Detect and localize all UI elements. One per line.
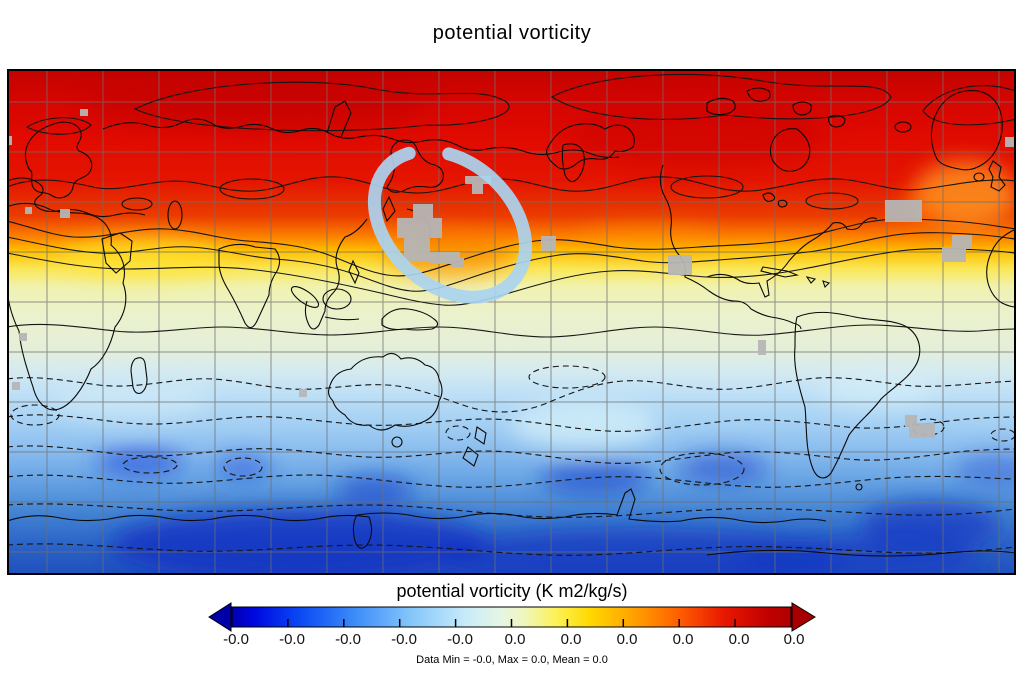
map-canvas — [7, 69, 1016, 575]
colorbar-tick-label: 0.0 — [560, 631, 582, 648]
colorbar — [208, 602, 816, 632]
colorbar-ticks — [287, 619, 736, 627]
contours-dashed — [7, 365, 1016, 556]
contours-solid — [7, 73, 1016, 338]
coastlines — [7, 87, 1016, 557]
colorbar-tick-label: 0.0 — [672, 631, 694, 648]
colorbar-tick-label: -0.0 — [335, 631, 361, 648]
annotation-ellipse — [367, 144, 533, 304]
colorbar-tick-label: -0.0 — [279, 631, 305, 648]
colorbar-tick-label: -0.0 — [391, 631, 417, 648]
colorbar-tick-label: -0.0 — [223, 631, 249, 648]
pv-field — [7, 69, 1016, 575]
colorbar-title: potential vorticity (K m2/kg/s) — [396, 581, 628, 601]
colorbar-tick-label: 0.0 — [783, 631, 805, 648]
right-arrow-icon — [791, 602, 816, 632]
figure-title: potential vorticity — [432, 22, 592, 44]
left-arrow-icon — [208, 602, 232, 632]
missing-data-patches — [7, 109, 1016, 438]
map-frame — [7, 69, 1016, 575]
world-map — [7, 69, 1016, 575]
colorbar-tick-label: -0.0 — [447, 631, 473, 648]
stats-line: Data Min = -0.0, Max = 0.0, Mean = 0.0 — [416, 654, 608, 666]
colorbar-tick-label: 0.0 — [504, 631, 526, 648]
colorbar-tick-label: 0.0 — [728, 631, 750, 648]
colorbar-tick-label: 0.0 — [616, 631, 638, 648]
